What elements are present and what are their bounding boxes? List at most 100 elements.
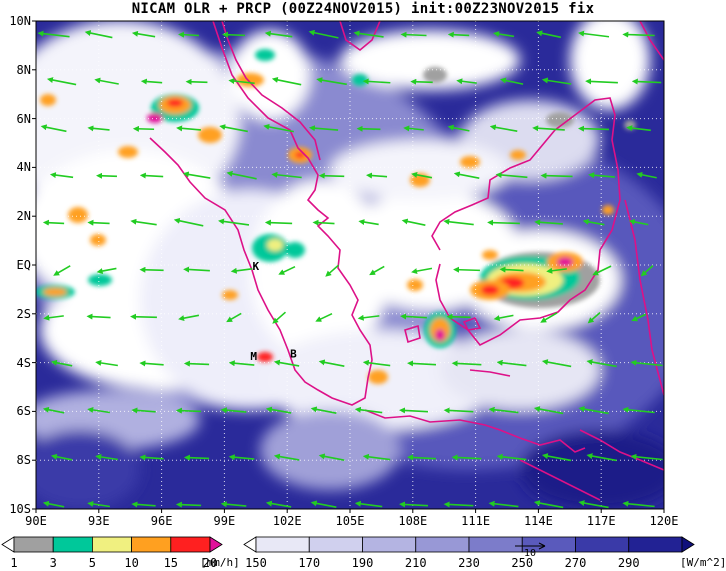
- wind-arrow: [546, 267, 567, 274]
- wind-arrow: [411, 171, 433, 179]
- wind-arrow: [42, 406, 65, 414]
- wind-arrow: [353, 30, 384, 38]
- wind-arrow: [493, 314, 514, 321]
- wind-arrow: [626, 125, 651, 132]
- wind-arrow: [582, 218, 605, 226]
- wind-arrow: [139, 266, 164, 273]
- wind-arrow: [496, 453, 527, 461]
- wind-arrow: [183, 266, 210, 273]
- wind-arrow: [140, 78, 163, 85]
- lon-tick-label: 99E: [213, 514, 236, 528]
- wind-arrow: [271, 171, 302, 179]
- lat-tick-label: 10S: [9, 502, 31, 516]
- wind-arrow: [630, 359, 663, 367]
- wind-arrow: [628, 218, 649, 226]
- wind-arrow: [315, 312, 333, 322]
- wind-arrow: [84, 30, 113, 39]
- lat-tick-label: 8S: [16, 453, 31, 468]
- lat-tick-label: 2S: [16, 306, 31, 321]
- wind-arrow: [365, 172, 388, 179]
- olr-colorbar-swatch: [243, 536, 257, 553]
- wind-arrow: [488, 406, 519, 414]
- wind-arrow: [139, 172, 164, 179]
- wind-arrow: [410, 78, 433, 85]
- wind-arrow: [130, 218, 157, 226]
- wind-arrow: [586, 359, 617, 368]
- wind-arrow: [496, 359, 527, 367]
- precip-colorbar-label: 1: [10, 556, 18, 570]
- wind-arrow: [443, 407, 474, 414]
- wind-arrow: [175, 501, 202, 508]
- wind-arrow: [226, 170, 257, 180]
- wind-arrow: [411, 267, 433, 275]
- precip-colorbar-swatch: [1, 536, 15, 553]
- wind-arrow: [443, 501, 474, 508]
- place-labels: K M B: [250, 260, 297, 363]
- wind-arrow: [630, 453, 663, 461]
- axis-ticks: [32, 20, 665, 513]
- wind-arrow: [399, 407, 429, 414]
- wind-arrow: [87, 406, 110, 414]
- lon-tick-label: 93E: [87, 514, 110, 528]
- precip-colorbar-label: 3: [49, 556, 57, 570]
- olr-colorbar-label: 190: [351, 556, 374, 570]
- precip-colorbar-swatch: [209, 536, 223, 553]
- lon-tick-label: 90E: [25, 514, 47, 528]
- wind-arrow: [312, 219, 335, 226]
- precip-colorbar-swatch: [170, 536, 211, 553]
- olr-colorbar-label: 150: [245, 556, 267, 570]
- place-label: B: [290, 348, 297, 361]
- wind-arrow: [451, 454, 482, 461]
- wind-arrow: [308, 29, 339, 39]
- wind-arrow: [499, 266, 524, 273]
- wind-arrow: [131, 407, 156, 414]
- wind-arrow: [578, 30, 610, 38]
- wind-arrow: [640, 264, 654, 277]
- wind-arrow: [362, 453, 391, 461]
- wind-arrow: [42, 219, 65, 226]
- wind-arrow: [50, 359, 73, 367]
- olr-colorbar-label: 290: [617, 556, 640, 570]
- wind-arrow: [130, 313, 157, 320]
- wind-arrow: [536, 30, 562, 39]
- precip-colorbar-swatch: [92, 536, 133, 553]
- wind-arrow: [46, 77, 77, 86]
- wind-arrow: [540, 172, 573, 179]
- chart-title: NICAM OLR + PRCP (00Z24NOV2015) init:00Z…: [131, 1, 595, 17]
- wind-arrow: [631, 78, 662, 85]
- olr-colorbar-swatch: [575, 536, 630, 553]
- wind-arrow: [453, 266, 480, 273]
- wind-arrow: [532, 125, 565, 132]
- precipitation-cells: [36, 49, 636, 384]
- wind-arrow: [42, 500, 65, 508]
- olr-colorbar-label: 250: [511, 556, 534, 570]
- wind-arrow: [226, 312, 242, 323]
- wind-arrow: [230, 267, 253, 274]
- wind-arrow: [407, 454, 437, 461]
- wind-arrow: [407, 360, 437, 367]
- wind-arrow: [362, 78, 391, 85]
- wind-arrow: [139, 360, 164, 367]
- wind-arrow: [540, 312, 558, 323]
- precip-colorbar-swatch: [13, 536, 54, 553]
- wind-arrow: [37, 30, 70, 38]
- lat-tick-label: 8N: [16, 62, 31, 77]
- wind-arrow: [541, 453, 572, 462]
- wind-arrow: [278, 265, 296, 275]
- wind-arrow: [451, 360, 482, 367]
- wind-arrow: [400, 31, 427, 38]
- wind-arrow: [318, 453, 345, 461]
- wind-arrow: [310, 406, 337, 414]
- olr-colorbar-label: 210: [404, 556, 427, 570]
- wind-arrow: [354, 500, 383, 508]
- lon-tick-label: 102E: [272, 514, 302, 528]
- wind-arrow: [357, 314, 380, 321]
- wind-arrow: [534, 219, 563, 226]
- wind-arrow: [631, 313, 647, 322]
- wind-arrow: [265, 500, 292, 508]
- wind-arrow: [446, 313, 471, 320]
- precip-colorbar-swatch: [52, 536, 93, 553]
- wind-arrow: [318, 172, 345, 179]
- place-label: K: [252, 260, 259, 273]
